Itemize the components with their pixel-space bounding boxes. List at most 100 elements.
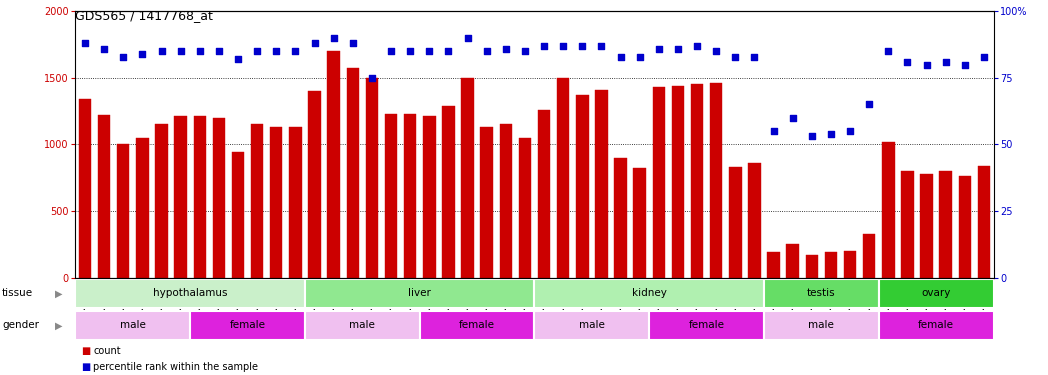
Text: female: female (459, 320, 495, 330)
Bar (901, 171, 914, 278)
Bar (691, 84, 703, 278)
Bar (709, 83, 722, 278)
Bar (878, 279, 994, 308)
Bar (194, 116, 206, 278)
Bar (136, 138, 149, 278)
Point (670, 45, 686, 51)
Bar (289, 127, 302, 278)
Bar (75, 279, 305, 308)
Bar (806, 255, 818, 278)
Bar (653, 87, 665, 278)
Bar (117, 144, 130, 278)
Bar (614, 158, 627, 278)
Bar (308, 91, 321, 278)
Bar (519, 138, 531, 278)
Point (77, 40, 93, 46)
Bar (939, 171, 952, 278)
Bar (825, 252, 837, 278)
Point (345, 40, 362, 46)
Point (536, 43, 552, 49)
Point (918, 62, 935, 68)
Bar (442, 106, 455, 278)
Point (211, 48, 227, 54)
Bar (500, 124, 512, 278)
Bar (75, 311, 191, 340)
Bar (270, 127, 283, 278)
Point (899, 59, 916, 65)
Bar (844, 251, 856, 278)
Bar (863, 234, 875, 278)
Bar (305, 311, 419, 340)
Point (612, 54, 629, 60)
Text: male: male (349, 320, 375, 330)
Text: kidney: kidney (632, 288, 667, 298)
Bar (480, 127, 493, 278)
Text: ▶: ▶ (54, 320, 62, 330)
Bar (366, 78, 378, 278)
Bar (649, 311, 764, 340)
Bar (305, 279, 534, 308)
Bar (748, 163, 761, 278)
Point (134, 51, 151, 57)
Text: ovary: ovary (921, 288, 951, 298)
Bar (764, 311, 878, 340)
Bar (538, 110, 550, 278)
Bar (672, 86, 684, 278)
Bar (882, 142, 895, 278)
Point (860, 101, 877, 107)
Point (517, 48, 533, 54)
Bar (385, 114, 397, 278)
Point (593, 43, 610, 49)
Point (401, 48, 418, 54)
Bar (556, 78, 569, 278)
Bar (767, 252, 780, 278)
Point (421, 48, 438, 54)
Text: ▶: ▶ (54, 288, 62, 298)
Point (192, 48, 209, 54)
Bar (97, 115, 110, 278)
Text: ■: ■ (81, 346, 90, 355)
Point (153, 48, 170, 54)
Point (364, 75, 380, 81)
Bar (403, 114, 416, 278)
Bar (155, 124, 168, 278)
Text: gender: gender (2, 320, 39, 330)
Point (784, 115, 801, 121)
Point (440, 48, 457, 54)
Bar (878, 311, 994, 340)
Bar (213, 118, 225, 278)
Point (554, 43, 571, 49)
Text: female: female (918, 320, 954, 330)
Bar (786, 244, 799, 278)
Point (115, 54, 132, 60)
Bar (534, 279, 764, 308)
Point (478, 48, 495, 54)
Point (727, 54, 744, 60)
Point (976, 54, 992, 60)
Bar (764, 279, 878, 308)
Point (765, 128, 782, 134)
Point (880, 48, 897, 54)
Text: hypothalamus: hypothalamus (153, 288, 227, 298)
Bar (461, 78, 474, 278)
Point (689, 43, 705, 49)
Bar (633, 168, 646, 278)
Point (95, 45, 112, 51)
Point (306, 40, 323, 46)
Point (459, 35, 476, 41)
Text: liver: liver (409, 288, 431, 298)
Text: male: male (578, 320, 605, 330)
Point (248, 48, 265, 54)
Bar (595, 90, 608, 278)
Point (383, 48, 399, 54)
Bar (174, 116, 187, 278)
Bar (79, 99, 91, 278)
Text: tissue: tissue (2, 288, 34, 298)
Bar (419, 311, 534, 340)
Point (823, 131, 839, 137)
Bar (423, 116, 436, 278)
Bar (534, 311, 649, 340)
Bar (250, 124, 263, 278)
Text: GDS565 / 1417768_at: GDS565 / 1417768_at (75, 9, 214, 22)
Text: percentile rank within the sample: percentile rank within the sample (93, 362, 258, 372)
